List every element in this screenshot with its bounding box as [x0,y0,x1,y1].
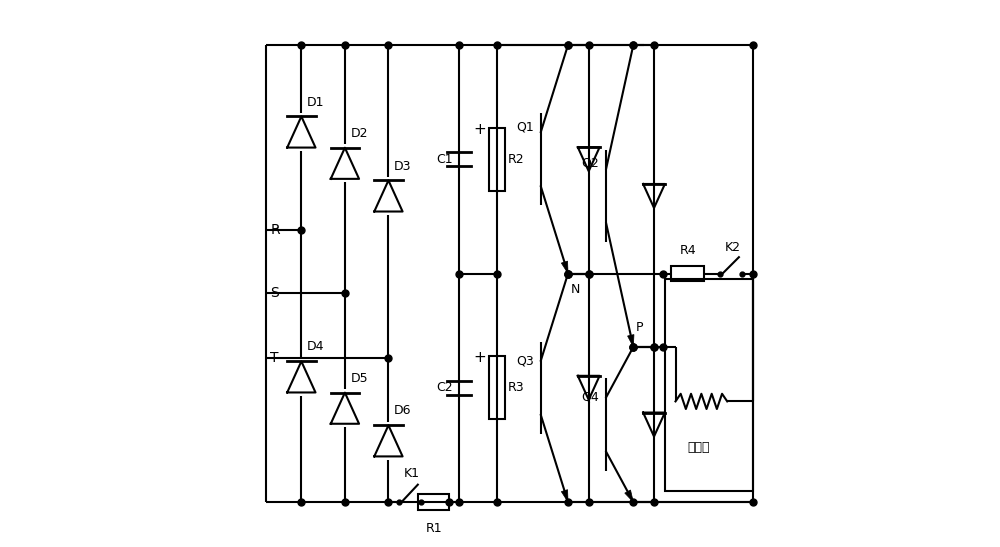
Text: R: R [270,223,280,237]
Text: C2: C2 [436,381,453,394]
Text: D2: D2 [350,127,368,140]
Text: D5: D5 [350,372,368,385]
Text: +: + [473,122,486,137]
Text: R1: R1 [425,522,442,535]
Text: +: + [473,351,486,365]
Text: Q1: Q1 [516,120,534,133]
Text: Q3: Q3 [516,354,534,367]
Text: R2: R2 [508,153,525,166]
Text: Q2: Q2 [582,157,599,170]
Bar [418,494,449,510]
Text: T: T [270,351,279,365]
Polygon shape [561,490,568,502]
Bar [489,128,505,190]
Text: K1: K1 [404,467,420,480]
Polygon shape [628,335,634,347]
Text: D6: D6 [394,404,411,417]
Text: N: N [571,283,580,296]
Text: D1: D1 [307,96,324,108]
Text: P: P [636,322,644,334]
Text: K2: K2 [725,241,741,254]
Text: C1: C1 [436,153,453,166]
Text: R4: R4 [680,244,696,257]
Polygon shape [625,490,633,502]
Polygon shape [561,261,568,274]
Text: D4: D4 [307,340,324,353]
Text: Q4: Q4 [582,391,599,404]
Bar [489,357,505,419]
Text: D3: D3 [394,160,411,172]
Text: 电磁铁: 电磁铁 [688,441,710,454]
Text: S: S [270,286,279,300]
Bar [671,266,704,281]
Text: R3: R3 [508,381,525,394]
Bar [665,279,753,491]
